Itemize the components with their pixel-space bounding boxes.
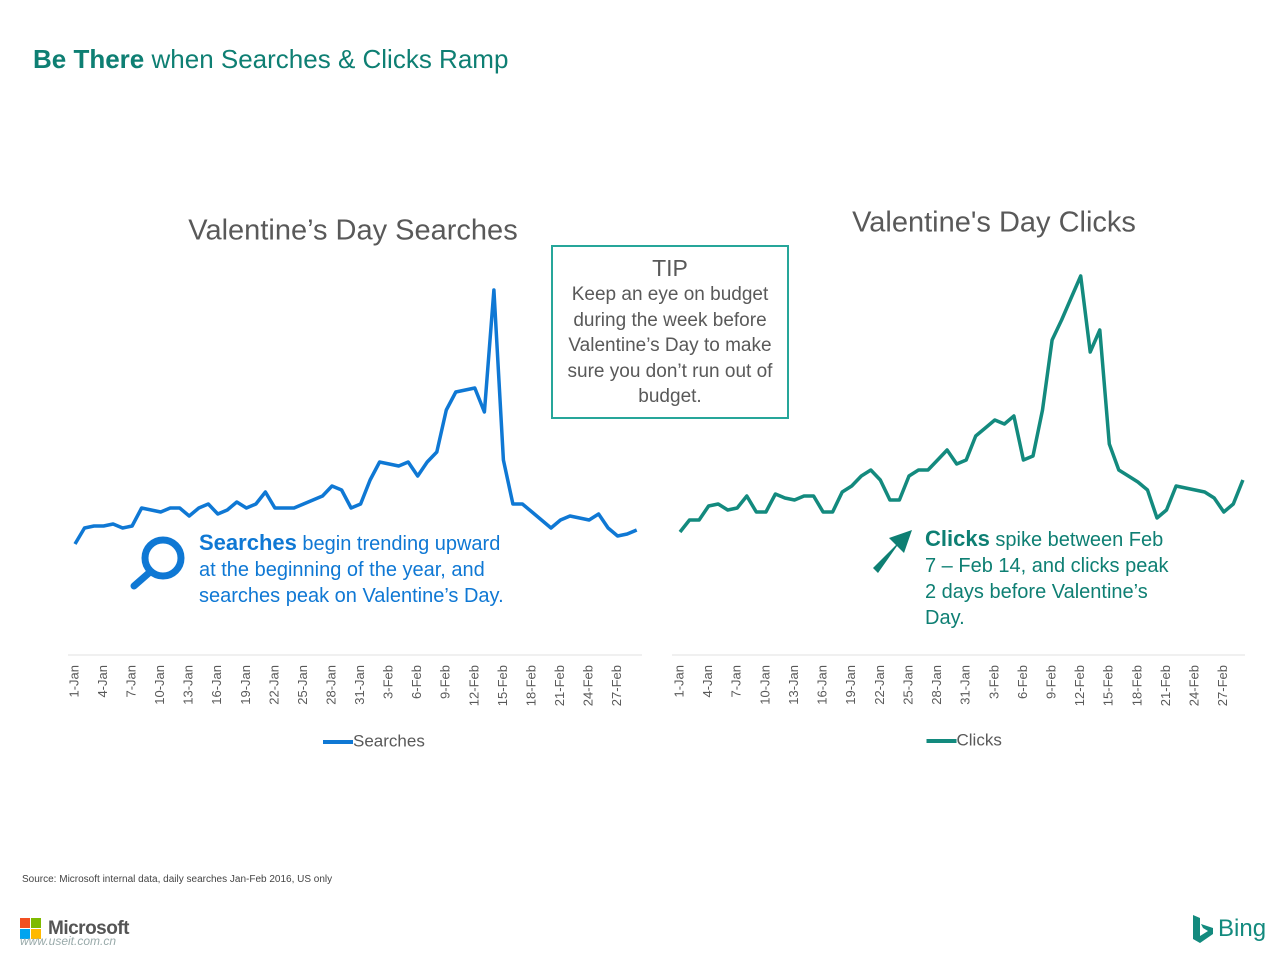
x-tick-label: 4-Jan	[95, 665, 110, 698]
x-tick-label: 28-Jan	[929, 665, 944, 705]
annotation: Clicks spike between Feb 7 – Feb 14, and…	[925, 526, 1175, 631]
x-tick-label: 3-Feb	[381, 665, 396, 699]
x-tick-label: 25-Jan	[900, 665, 915, 705]
annotation-bold: Searches	[199, 530, 297, 555]
x-tick-label: 4-Jan	[700, 665, 715, 698]
x-tick-label: 1-Jan	[671, 665, 686, 698]
source: Source: Microsoft internal data, daily s…	[22, 874, 333, 885]
x-tick-label: 6-Feb	[1015, 665, 1030, 699]
x-tick-label: 19-Jan	[238, 665, 253, 705]
header-rest: when Searches & Clicks Ramp	[151, 44, 509, 74]
x-tick-label: 6-Feb	[409, 665, 424, 699]
x-tick-label: 7-Jan	[124, 665, 139, 698]
annotation-text: spike between Feb 7 – Feb 14, and clicks…	[925, 529, 1169, 629]
chart-title: Valentine’s Day Searches	[188, 215, 517, 247]
chart-title: Valentine's Day Clicks	[852, 207, 1136, 239]
x-tick-label: 9-Feb	[1043, 665, 1058, 699]
x-tick-label: 27-Feb	[609, 665, 624, 706]
search-icon	[130, 536, 185, 590]
tip-box: TIP Keep an eye on budget during the wee…	[551, 245, 789, 419]
x-tick-label: 18-Feb	[1129, 665, 1144, 706]
x-tick-label: 3-Feb	[986, 665, 1001, 699]
x-tick-label: 12-Feb	[1072, 665, 1087, 706]
x-tick-label: 22-Jan	[266, 665, 281, 705]
legend-label: Searches	[353, 731, 425, 750]
x-tick-label: 21-Feb	[552, 665, 567, 706]
header-bold: Be There	[33, 44, 145, 74]
x-tick-label: 16-Jan	[209, 665, 224, 705]
x-tick-label: 18-Feb	[523, 665, 538, 706]
bing-text: Bing	[1218, 915, 1267, 942]
x-tick-label: 27-Feb	[1215, 665, 1230, 706]
microsoft-logo	[20, 918, 41, 939]
x-tick-label: 13-Jan	[786, 665, 801, 705]
microsoft-text: Microsoft	[48, 918, 130, 939]
x-tick-label: 21-Feb	[1158, 665, 1173, 706]
bing-logo	[1193, 915, 1213, 943]
arrow-icon	[873, 530, 912, 573]
series-line	[73, 288, 638, 545]
x-tick-label: 31-Jan	[352, 665, 367, 705]
annotation-bold: Clicks	[925, 526, 990, 551]
tip-text: Keep an eye on budget during the week be…	[567, 284, 773, 407]
x-tick-label: 22-Jan	[872, 665, 887, 705]
x-tick-label: 25-Jan	[295, 665, 310, 705]
annotation-text: begin trending upward at the beginning o…	[199, 533, 504, 607]
x-tick-label: 15-Feb	[1101, 665, 1116, 706]
x-tick-label: 31-Jan	[958, 665, 973, 705]
x-tick-label: 24-Feb	[1187, 665, 1202, 706]
x-tick-label: 13-Jan	[181, 665, 196, 705]
x-tick-label: 15-Feb	[495, 665, 510, 706]
x-tick-label: 10-Jan	[152, 665, 167, 705]
series-line	[678, 274, 1245, 534]
x-tick-label: 1-Jan	[66, 665, 81, 698]
legend-label: Clicks	[957, 730, 1002, 749]
x-tick-label: 24-Feb	[581, 665, 596, 706]
x-tick-label: 7-Jan	[729, 665, 744, 698]
x-tick-label: 16-Jan	[815, 665, 830, 705]
x-tick-label: 28-Jan	[323, 665, 338, 705]
x-tick-label: 19-Jan	[843, 665, 858, 705]
tip-title: TIP	[652, 255, 688, 281]
watermark: www.useit.com.cn	[20, 934, 117, 948]
x-tick-label: 10-Jan	[757, 665, 772, 705]
annotation: Searches begin trending upward at the be…	[199, 530, 519, 609]
x-tick-label: 12-Feb	[466, 665, 481, 706]
x-tick-label: 9-Feb	[438, 665, 453, 699]
header: Be There when Searches & Clicks Ramp	[33, 44, 508, 75]
